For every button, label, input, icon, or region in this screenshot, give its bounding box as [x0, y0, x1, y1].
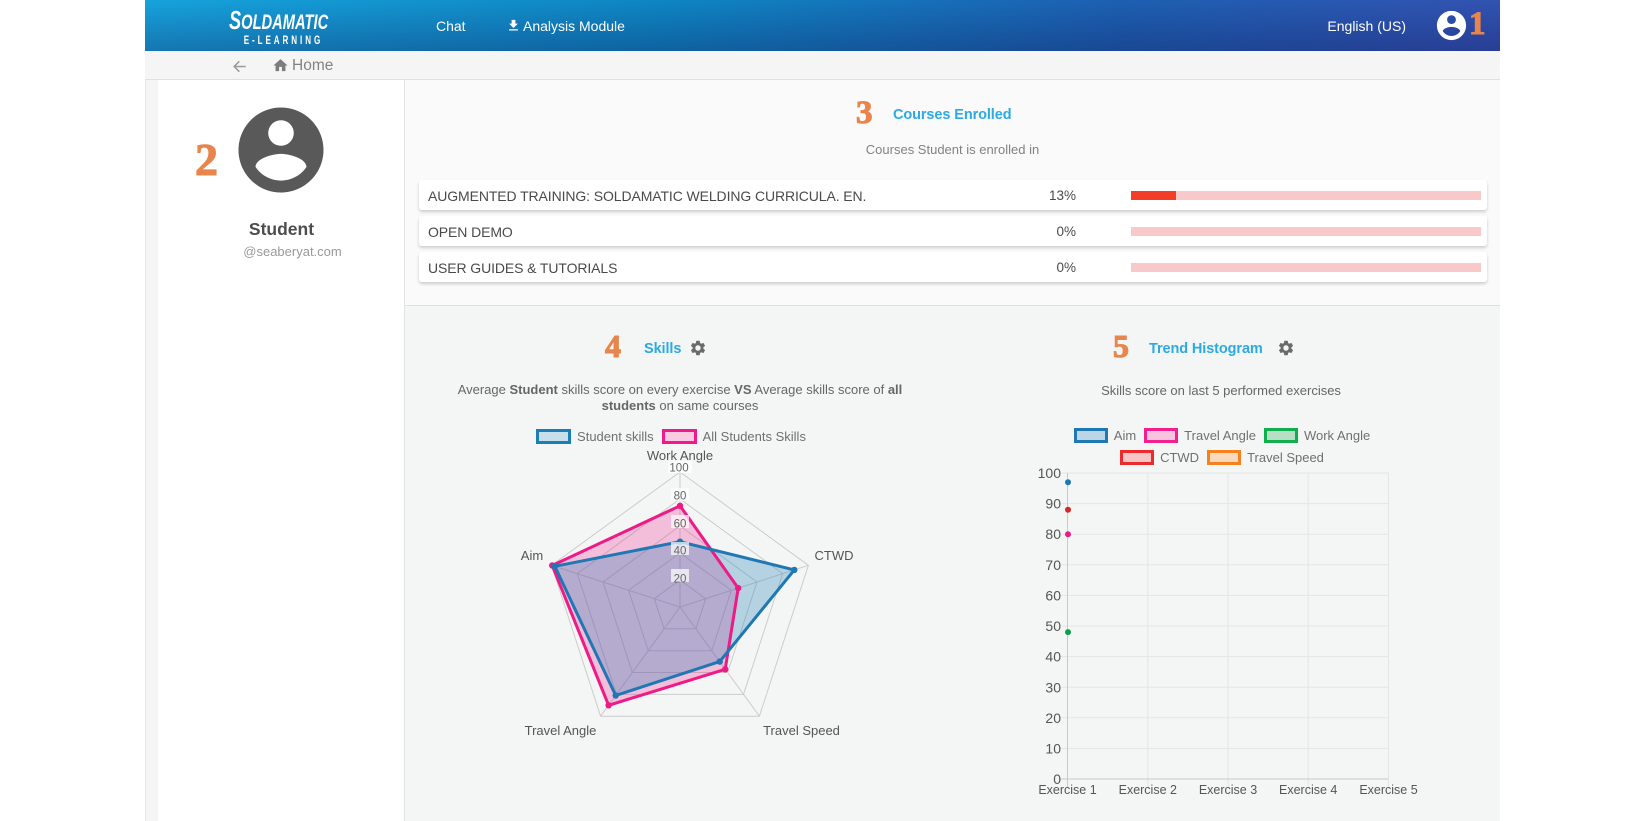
svg-text:Exercise 2: Exercise 2 [1119, 783, 1177, 797]
svg-text:Exercise 4: Exercise 4 [1279, 783, 1337, 797]
svg-text:100: 100 [1038, 465, 1062, 481]
svg-text:0: 0 [1053, 771, 1061, 787]
svg-text:Exercise 3: Exercise 3 [1199, 783, 1257, 797]
svg-text:Work Angle: Work Angle [647, 448, 713, 463]
svg-text:Travel Angle: Travel Angle [525, 723, 597, 738]
svg-text:30: 30 [1045, 679, 1061, 695]
svg-text:100: 100 [669, 463, 688, 475]
svg-text:50: 50 [1045, 618, 1061, 634]
svg-text:60: 60 [1045, 587, 1061, 603]
svg-text:40: 40 [1045, 649, 1061, 665]
svg-text:10: 10 [1045, 741, 1061, 757]
svg-text:40: 40 [674, 546, 687, 558]
svg-text:60: 60 [674, 519, 687, 531]
svg-text:80: 80 [1045, 526, 1061, 542]
svg-text:Exercise 5: Exercise 5 [1359, 783, 1417, 797]
svg-text:Aim: Aim [521, 548, 543, 563]
svg-text:20: 20 [674, 574, 687, 586]
svg-text:70: 70 [1045, 557, 1061, 573]
svg-text:80: 80 [674, 491, 687, 503]
svg-text:Travel Speed: Travel Speed [763, 723, 840, 738]
svg-text:Exercise 1: Exercise 1 [1038, 783, 1096, 797]
svg-text:CTWD: CTWD [815, 548, 854, 563]
svg-text:20: 20 [1045, 710, 1061, 726]
svg-text:90: 90 [1045, 496, 1061, 512]
